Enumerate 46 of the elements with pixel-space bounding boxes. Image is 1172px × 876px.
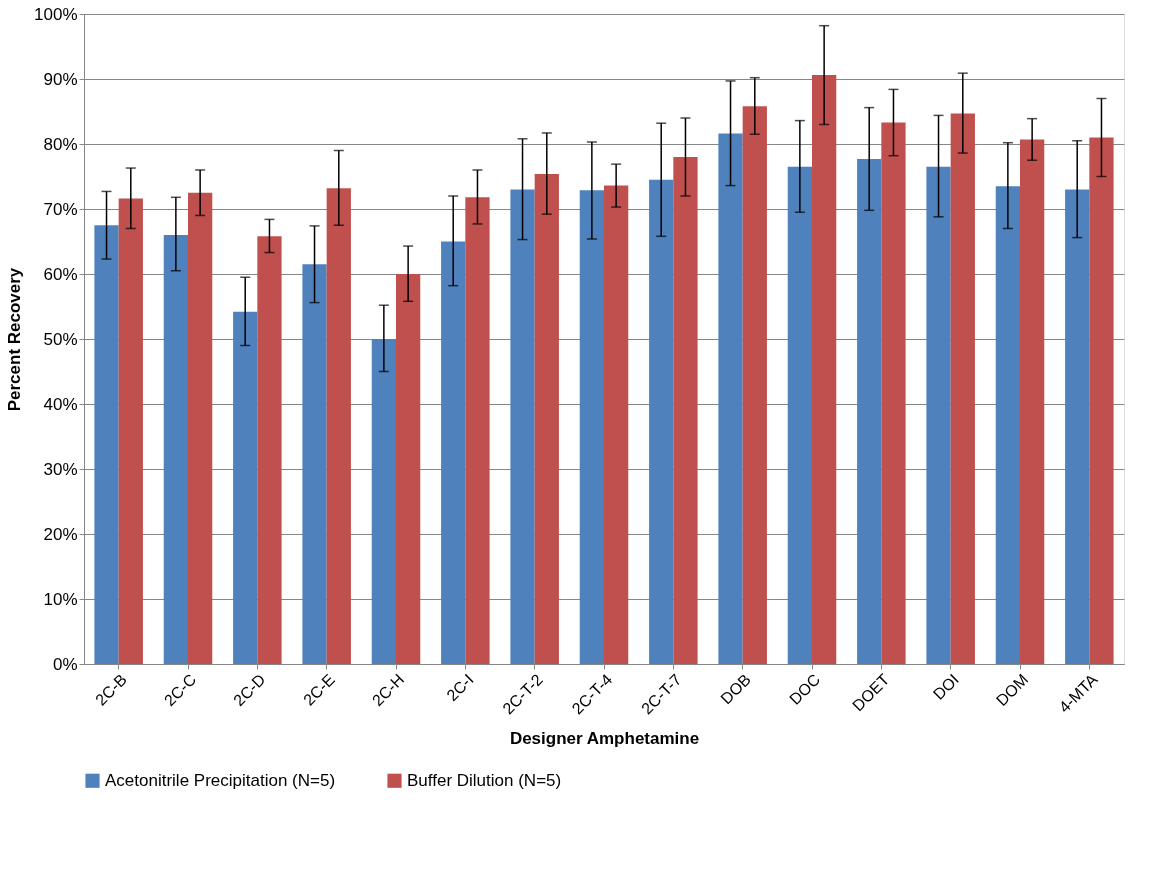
y-tick-label: 40% — [43, 394, 78, 414]
bar — [1065, 189, 1090, 664]
bar — [371, 339, 396, 664]
y-tick-label: 80% — [43, 134, 78, 154]
x-axis-title: Designer Amphetamine — [509, 729, 700, 749]
bar — [649, 179, 674, 664]
x-tick-label: DOI — [929, 670, 962, 703]
bar — [233, 311, 258, 664]
bar — [718, 133, 743, 664]
bar — [302, 264, 327, 664]
bar — [995, 186, 1020, 664]
bar — [118, 198, 143, 664]
bar — [94, 225, 119, 664]
bar — [1089, 137, 1114, 664]
bar — [787, 166, 812, 664]
bar — [257, 236, 282, 664]
y-tick-label: 50% — [43, 329, 78, 349]
bar — [857, 158, 882, 664]
bar — [465, 197, 490, 664]
bar — [604, 185, 629, 664]
bar — [926, 166, 951, 664]
y-tick-label: 0% — [52, 654, 78, 674]
bar — [673, 157, 698, 664]
bar — [441, 241, 466, 664]
bar — [1020, 139, 1045, 664]
bar — [188, 192, 213, 664]
bar — [396, 274, 421, 664]
y-tick-label: 20% — [43, 524, 78, 544]
y-tick-label: 60% — [43, 264, 78, 284]
bar — [742, 106, 767, 664]
bar — [579, 190, 604, 664]
y-tick-label: 90% — [43, 69, 78, 89]
bar — [163, 235, 188, 664]
y-tick-label: 100% — [34, 4, 78, 24]
bar — [812, 75, 837, 664]
bar — [326, 188, 351, 664]
bar — [950, 113, 975, 664]
y-tick-label: 30% — [43, 459, 78, 479]
legend-label: Buffer Dilution (N=5) — [407, 770, 562, 790]
y-axis-title: Percent Recovery — [5, 267, 25, 412]
bar — [534, 173, 559, 664]
y-tick-label: 70% — [43, 199, 78, 219]
y-tick-label: 10% — [43, 589, 78, 609]
legend-label: Acetonitrile Precipitation (N=5) — [105, 770, 336, 790]
bar — [881, 122, 906, 664]
bar — [510, 189, 535, 664]
